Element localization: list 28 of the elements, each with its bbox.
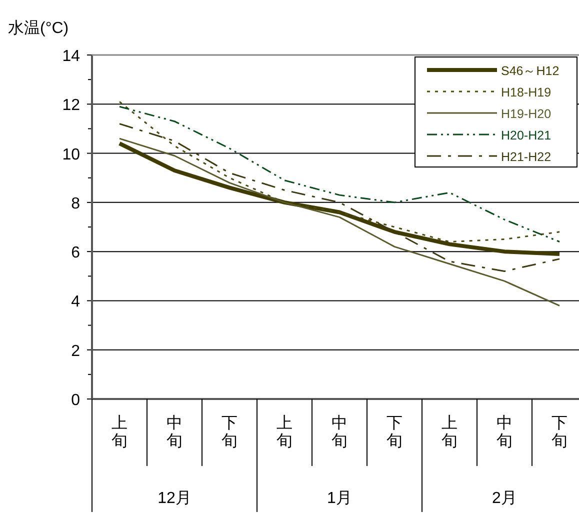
x-tick-label: 下旬 bbox=[386, 415, 402, 450]
y-tick-label: 6 bbox=[71, 244, 80, 262]
text: S46～H12 bbox=[501, 64, 560, 78]
line-series bbox=[118, 123, 560, 272]
x-tick-label: 中旬 bbox=[496, 414, 512, 450]
y-tick-label: 8 bbox=[71, 195, 80, 212]
y-tick-label: 0 bbox=[71, 392, 80, 409]
y-axis-title: 水温(°C) bbox=[8, 19, 69, 37]
y-tick-label: 2 bbox=[71, 342, 80, 360]
x-tick-label: 上旬 bbox=[442, 414, 458, 450]
y-tick-label: 12 bbox=[62, 97, 80, 114]
y-tick-label: 14 bbox=[62, 48, 80, 65]
text: 2月 bbox=[492, 490, 517, 507]
text: 12月 bbox=[158, 490, 192, 507]
x-tick-label: 上旬 bbox=[112, 414, 128, 450]
x-tick-label: 上旬 bbox=[276, 414, 292, 450]
text: H21-H22 bbox=[501, 150, 552, 164]
x-tick-label: 中旬 bbox=[166, 414, 182, 450]
text: H20-H21 bbox=[501, 128, 552, 142]
text: H19-H20 bbox=[501, 107, 552, 121]
x-tick-label: 下旬 bbox=[222, 415, 238, 450]
text: H18-H19 bbox=[501, 86, 552, 100]
text: 1月 bbox=[327, 490, 352, 507]
y-tick-label: 10 bbox=[62, 146, 80, 164]
x-tick-label: 下旬 bbox=[552, 415, 568, 450]
y-tick-label: 4 bbox=[71, 294, 80, 311]
line-series bbox=[118, 141, 562, 256]
x-tick-label: 中旬 bbox=[332, 414, 348, 450]
